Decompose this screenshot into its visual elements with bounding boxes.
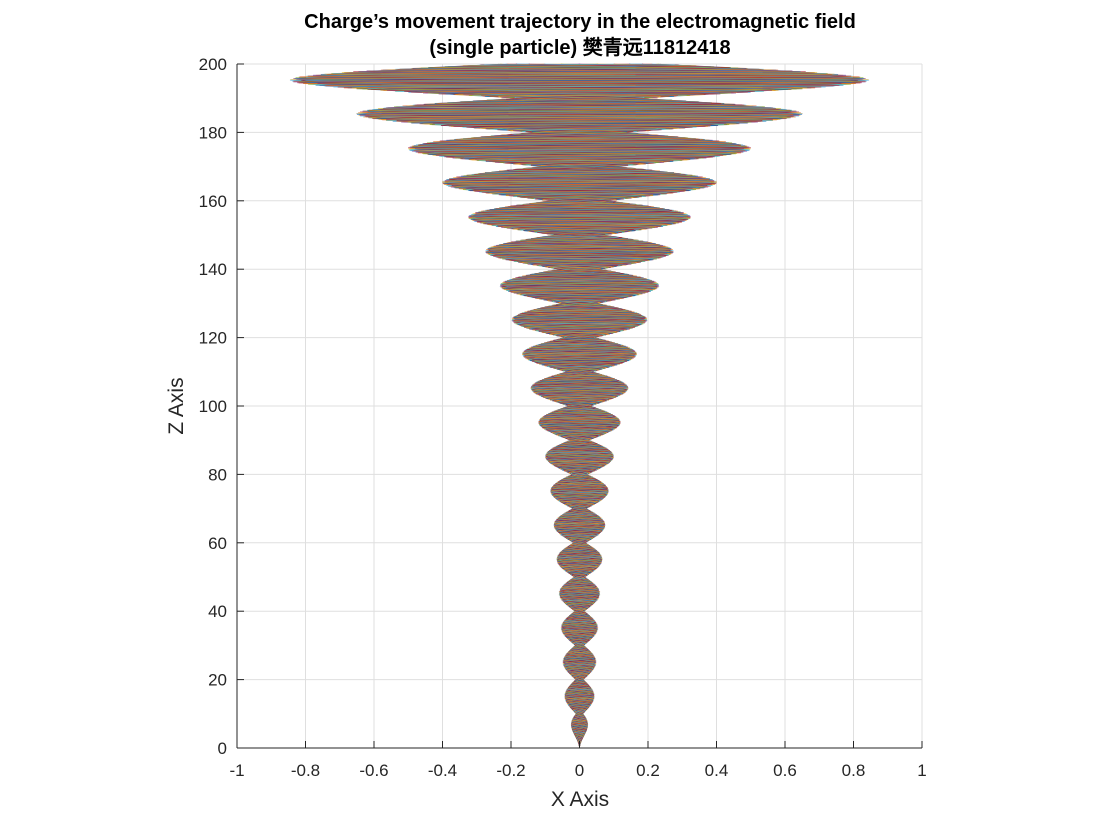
x-tick-label: -0.8 xyxy=(291,761,320,780)
x-tick-label: -0.4 xyxy=(428,761,457,780)
chart-subtitle: (single particle) 樊青远11812418 xyxy=(429,35,730,59)
x-tick-label: 1 xyxy=(917,761,926,780)
x-tick-label: 0.4 xyxy=(705,761,729,780)
x-tick-label: 0 xyxy=(575,761,584,780)
x-tick-label: 0.2 xyxy=(636,761,660,780)
y-tick-label: 140 xyxy=(199,260,227,279)
y-axis-label: Z Axis xyxy=(165,377,188,434)
ticks: -1 -0.8 -0.6 -0.4 -0.2 0 0.2 0.4 0.6 0.8 1 0 20 40 60 8… xyxy=(199,55,927,780)
y-tick-label: 180 xyxy=(199,123,227,142)
y-tick-label: 40 xyxy=(208,602,227,621)
x-axis-label: X Axis xyxy=(551,788,609,811)
y-tick-label: 60 xyxy=(208,534,227,553)
x-tick-label: 0.6 xyxy=(773,761,797,780)
y-tick-label: 0 xyxy=(218,739,227,758)
y-tick-label: 80 xyxy=(208,465,227,484)
y-tick-label: 200 xyxy=(199,55,227,74)
trajectory xyxy=(289,63,870,749)
x-tick-label: -1 xyxy=(229,761,244,780)
chart-title: Charge’s movement trajectory in the elec… xyxy=(304,11,856,33)
y-tick-label: 100 xyxy=(199,397,227,416)
y-tick-label: 20 xyxy=(208,671,227,690)
y-tick-label: 160 xyxy=(199,192,227,211)
y-tick-label: 120 xyxy=(199,329,227,348)
x-tick-label: 0.8 xyxy=(842,761,866,780)
x-tick-label: -0.6 xyxy=(359,761,388,780)
x-tick-label: -0.2 xyxy=(496,761,525,780)
